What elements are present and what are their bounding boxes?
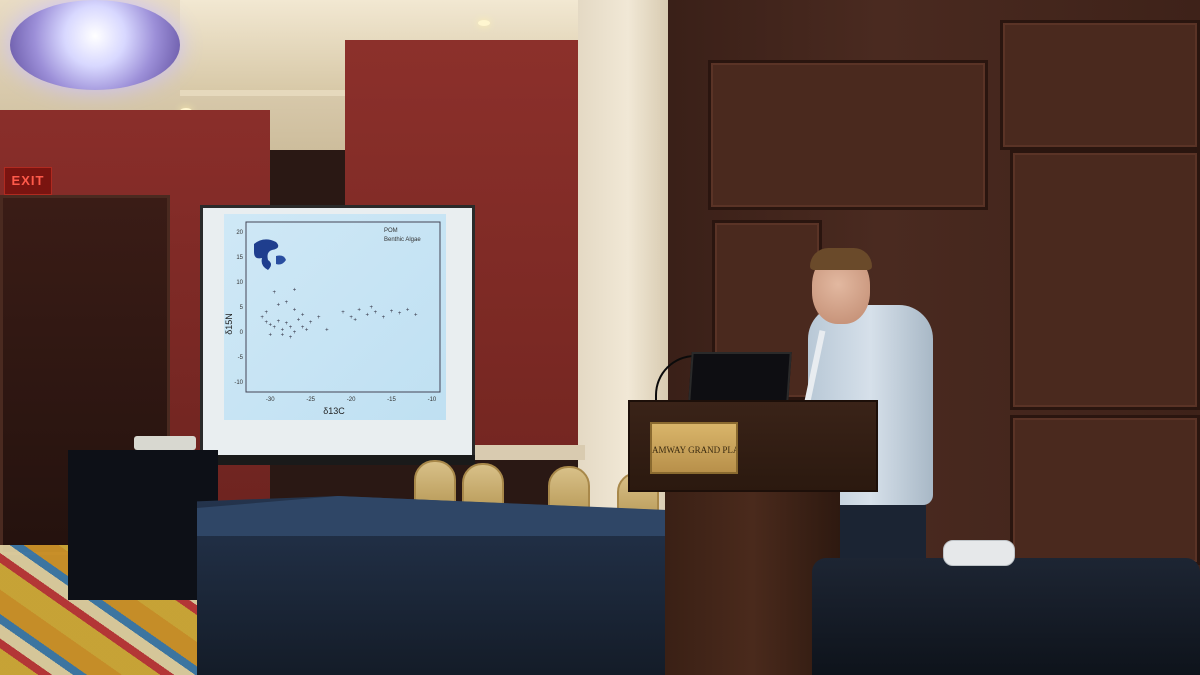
right-table [812, 558, 1200, 675]
pom-point: + [281, 333, 285, 339]
pom-point: + [293, 308, 297, 314]
scatter-chart: POM Benthic Algae 20 15 10 5 0 -5 -10 -30 -25 -2… [224, 221, 441, 416]
side-table [68, 450, 218, 600]
wood-panel [708, 60, 988, 210]
x-axis-label: δ13C [323, 406, 345, 416]
pom-point: + [285, 300, 289, 306]
pom-point: + [305, 328, 309, 334]
benthic-algae-point: + [349, 315, 353, 321]
pom-point: + [264, 310, 268, 316]
benthic-algae-point: + [374, 310, 378, 316]
series-pom: ++ + +++++++++ +++ +++ ++++++ + [260, 288, 329, 342]
pom-point: + [273, 290, 277, 296]
benthic-algae-point: + [406, 308, 410, 314]
wood-panel [1010, 150, 1200, 410]
benthic-algae-point: + [370, 305, 374, 311]
y-tick-label: 20 [236, 230, 243, 236]
pom-point: + [301, 325, 305, 331]
wall-trim [475, 445, 585, 460]
projector [134, 436, 196, 450]
exit-sign: EXIT [4, 167, 52, 195]
podium-plaque: AMWAY GRAND PLAZA [650, 422, 738, 474]
pom-point: + [268, 333, 272, 339]
plot-area [245, 221, 441, 393]
pom-point: + [268, 323, 272, 329]
benthic-algae-point: + [353, 318, 357, 324]
x-tick-label: -30 [266, 397, 275, 403]
y-tick-label: 0 [240, 330, 244, 336]
laptop [688, 352, 792, 402]
pom-point: + [309, 320, 313, 326]
y-tick-label: 10 [236, 280, 243, 286]
y-axis-label: δ15N [224, 313, 234, 335]
downlight [478, 20, 490, 26]
wood-panel [1010, 415, 1200, 565]
legend-benthic-algae: Benthic Algae [384, 237, 421, 243]
y-tick-label: 5 [240, 305, 244, 311]
pom-point: + [289, 335, 293, 341]
x-tick-label: -10 [428, 397, 437, 403]
legend: POM Benthic Algae [384, 228, 421, 243]
great-lakes-map-icon [254, 239, 286, 270]
pom-point: + [260, 315, 264, 321]
pom-point: + [293, 330, 297, 336]
benthic-algae-point: + [390, 309, 394, 315]
speaker-hair [810, 248, 872, 270]
pom-point: + [317, 315, 321, 321]
pom-point: + [289, 325, 293, 331]
chandelier [10, 0, 180, 90]
x-tick-label: -25 [306, 397, 315, 403]
pom-point: + [273, 325, 277, 331]
benthic-algae-point: + [382, 315, 386, 321]
pom-point: + [297, 318, 301, 324]
pom-point: + [281, 328, 285, 334]
pom-point: + [285, 321, 289, 327]
pom-point: + [264, 320, 268, 326]
pom-point: + [277, 319, 281, 325]
benthic-algae-point: + [357, 308, 361, 314]
podium-body [665, 490, 840, 675]
pom-point: + [301, 313, 305, 319]
y-tick-label: -5 [238, 355, 244, 361]
benthic-algae-point: + [414, 313, 418, 319]
series-benthic-algae: ++++ +++ +++++ [341, 305, 418, 324]
pom-point: + [277, 303, 281, 309]
projected-slide: POM Benthic Algae 20 15 10 5 0 -5 -10 -30 -25 -2… [224, 214, 446, 420]
wood-panel [1000, 20, 1200, 150]
benthic-algae-point: + [365, 313, 369, 319]
legend-pom: POM [384, 228, 398, 234]
y-tick-label: -10 [234, 380, 243, 386]
pom-point: + [325, 328, 329, 334]
y-tick-label: 15 [236, 255, 243, 261]
microphone [655, 355, 719, 409]
pom-point: + [293, 288, 297, 294]
benthic-algae-point: + [398, 311, 402, 317]
x-tick-label: -20 [347, 397, 356, 403]
benthic-algae-point: + [341, 310, 345, 316]
x-tick-label: -15 [387, 397, 396, 403]
face-mask [943, 540, 1015, 566]
screen-base [200, 455, 475, 465]
